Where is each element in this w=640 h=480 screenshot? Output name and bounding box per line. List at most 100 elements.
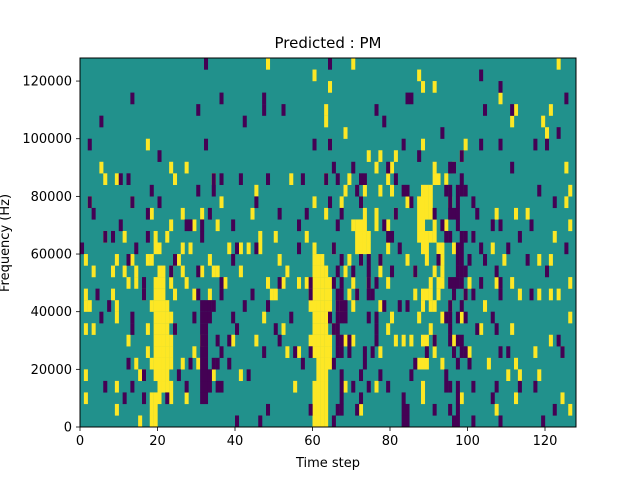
heatmap-cell-high — [324, 346, 329, 358]
heatmap-cell-high — [207, 288, 212, 301]
heatmap-cell-low — [204, 380, 209, 393]
heatmap-cell-high — [145, 346, 150, 358]
heatmap-cell-high — [238, 265, 243, 278]
heatmap-cell-low — [448, 323, 453, 335]
heatmap-cell-high — [169, 380, 174, 393]
heatmap-cell-high — [386, 219, 391, 232]
heatmap-cell-high — [157, 288, 162, 301]
heatmap-cell-high — [424, 230, 429, 243]
heatmap-cell-low — [560, 346, 565, 358]
heatmap-cell-high — [153, 403, 158, 416]
heatmap-cell-high — [312, 392, 317, 405]
heatmap-cell-high — [421, 288, 426, 301]
heatmap-cell-low — [103, 230, 108, 243]
heatmap-cell-high — [486, 357, 491, 370]
heatmap-cell-low — [556, 334, 561, 347]
heatmap-cell-high — [258, 230, 263, 243]
heatmap-cell-low — [529, 288, 534, 301]
heatmap-cell-low — [455, 184, 460, 197]
heatmap-cell-high — [297, 346, 302, 358]
heatmap-cell-high — [316, 288, 321, 301]
heatmap-cell-high — [359, 230, 364, 243]
heatmap-cell-low — [312, 138, 317, 151]
heatmap-cell-high — [184, 277, 189, 289]
heatmap-cell-low — [448, 403, 453, 416]
heatmap-cell-low — [258, 415, 263, 428]
heatmap-cell-high — [417, 230, 422, 243]
heatmap-cell-high — [200, 265, 205, 278]
heatmap-cell-low — [401, 392, 406, 405]
heatmap-cell-low — [393, 173, 398, 185]
heatmap-cell-high — [103, 173, 108, 185]
heatmap-cell-high — [312, 300, 317, 312]
heatmap-cell-high — [161, 369, 166, 382]
heatmap-cell-low — [455, 242, 460, 255]
heatmap-cell-low — [335, 265, 340, 278]
heatmap-cell-low — [564, 92, 569, 105]
heatmap-cell-high — [428, 288, 433, 301]
heatmap-cell-high — [463, 138, 468, 151]
heatmap-cell-high — [568, 403, 573, 416]
heatmap-cell-high — [273, 288, 278, 301]
y-axis-label: Frequency (Hz) — [0, 194, 13, 292]
heatmap-cell-low — [564, 242, 569, 255]
heatmap-cell-high — [320, 288, 325, 301]
heatmap-cell-high — [153, 300, 158, 312]
heatmap-cell-high — [312, 380, 317, 393]
heatmap-cell-high — [231, 334, 236, 347]
heatmap-cell-high — [157, 369, 162, 382]
heatmap-cell-low — [157, 196, 162, 209]
heatmap-cell-high — [378, 300, 383, 312]
heatmap-cell-low — [200, 323, 205, 335]
x-tick-label: 0 — [76, 434, 84, 449]
heatmap-cell-high — [417, 196, 422, 209]
heatmap-cell-high — [378, 184, 383, 197]
heatmap-cell-high — [428, 207, 433, 220]
heatmap-cell-low — [331, 277, 336, 289]
heatmap-cell-high — [428, 277, 433, 289]
heatmap-cell-high — [254, 184, 259, 197]
heatmap-cell-low — [409, 92, 414, 105]
heatmap-cell-high — [161, 334, 166, 347]
heatmap-cell-low — [498, 288, 503, 301]
heatmap-cell-high — [169, 346, 174, 358]
heatmap-cell-high — [169, 277, 174, 289]
heatmap-cell-low — [405, 403, 410, 416]
heatmap-cell-high — [432, 346, 437, 358]
heatmap-cell-high — [413, 288, 418, 301]
heatmap-cell-low — [444, 380, 449, 393]
heatmap-cell-low — [479, 242, 484, 255]
heatmap-cell-high — [273, 230, 278, 243]
heatmap-cell-high — [153, 242, 158, 255]
heatmap-cell-low — [444, 311, 449, 324]
heatmap-cell-low — [506, 346, 511, 358]
heatmap-cell-high — [320, 311, 325, 324]
heatmap-cell-low — [417, 150, 422, 162]
heatmap-cell-high — [114, 380, 119, 393]
heatmap-cell-low — [471, 380, 476, 393]
heatmap-cell-low — [409, 196, 414, 209]
heatmap-cell-low — [444, 184, 449, 197]
heatmap-cell-high — [149, 357, 154, 370]
heatmap-cell-high — [99, 161, 104, 174]
heatmap-cell-high — [153, 346, 158, 358]
heatmap-cell-high — [568, 277, 573, 289]
heatmap-cell-high — [548, 254, 553, 266]
heatmap-cell-high — [417, 357, 422, 370]
heatmap-cell-low — [215, 357, 220, 370]
heatmap-cell-low — [157, 150, 162, 162]
heatmap-cell-high — [320, 323, 325, 335]
heatmap-cell-high — [541, 115, 546, 128]
heatmap-cell-low — [308, 346, 313, 358]
x-tick-label: 60 — [304, 434, 321, 449]
heatmap-cell-high — [312, 242, 317, 255]
heatmap-cell-low — [401, 415, 406, 428]
heatmap-cell-high — [238, 369, 243, 382]
heatmap-cell-high — [165, 230, 170, 243]
heatmap-cell-low — [479, 138, 484, 151]
heatmap-cell-low — [204, 323, 209, 335]
heatmap-cell-high — [343, 265, 348, 278]
heatmap-cell-high — [285, 265, 290, 278]
heatmap-cell-low — [126, 357, 131, 370]
heatmap-cell-high — [83, 254, 88, 266]
